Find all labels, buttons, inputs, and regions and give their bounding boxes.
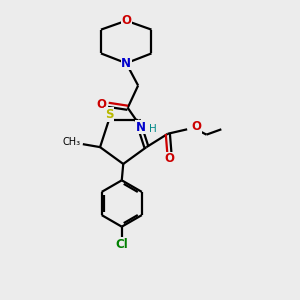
Text: N: N — [136, 121, 146, 134]
Text: S: S — [105, 108, 113, 121]
Text: CH₃: CH₃ — [62, 137, 81, 147]
Text: H: H — [148, 124, 156, 134]
Text: Cl: Cl — [116, 238, 128, 251]
Text: N: N — [121, 57, 131, 70]
Text: O: O — [121, 14, 131, 27]
Text: O: O — [192, 120, 202, 134]
Text: O: O — [164, 152, 174, 165]
Text: O: O — [97, 98, 107, 111]
